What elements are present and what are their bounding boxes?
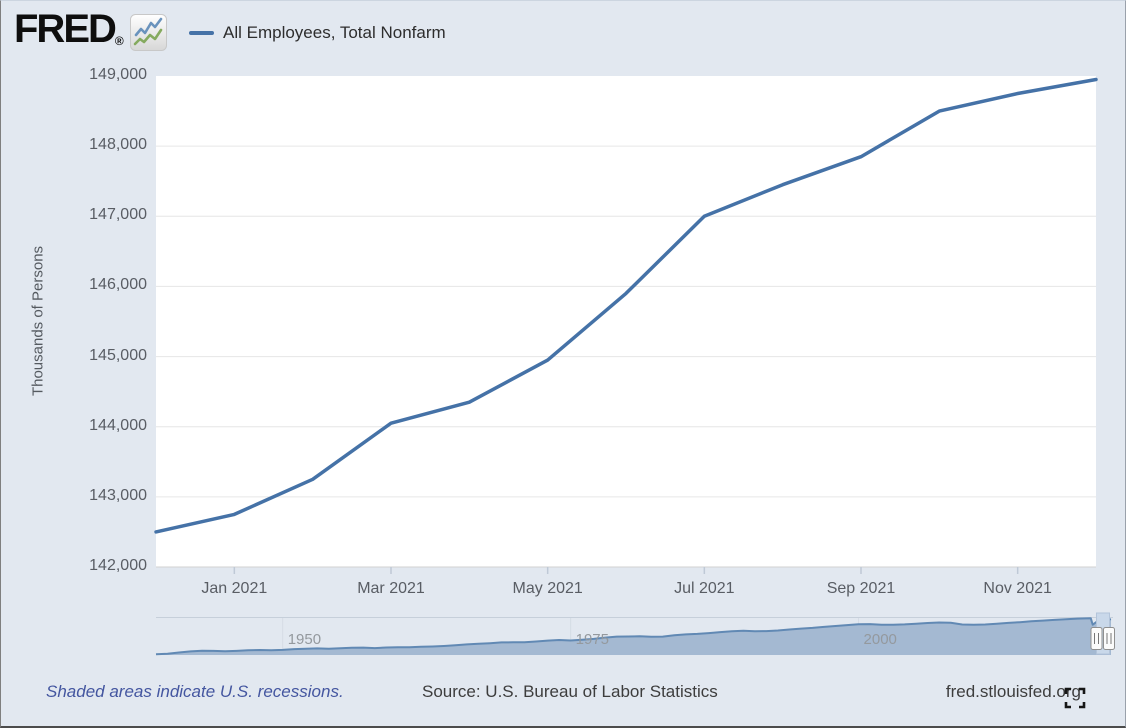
y-axis-title: Thousands of Persons (29, 245, 47, 397)
x-axis-ticks (233, 567, 1019, 574)
series-legend-label: All Employees, Total Nonfarm (223, 23, 446, 42)
navigator-handle-right[interactable] (1103, 627, 1115, 650)
navigator-handle-left[interactable] (1090, 627, 1103, 650)
source-attribution: Source: U.S. Bureau of Labor Statistics (422, 682, 718, 701)
recessions-note-link[interactable]: Shaded areas indicate U.S. recessions. (46, 682, 344, 701)
navigator-area-outline (155, 617, 1112, 656)
registered-mark: ® (114, 34, 124, 48)
fred-logo[interactable]: FRED® (14, 9, 124, 58)
horizontal-gridlines (156, 145, 1096, 498)
fred-sparkline-icon (130, 14, 167, 51)
plot-area[interactable] (156, 76, 1096, 567)
fullscreen-expand-icon[interactable] (1064, 687, 1086, 709)
series-color-dash-icon (189, 31, 214, 35)
series-legend[interactable]: All Employees, Total Nonfarm (189, 23, 446, 43)
fred-logo-text: FRED (14, 7, 117, 51)
data-series-line[interactable] (154, 77, 1098, 534)
fred-site-link[interactable]: fred.stlouisfed.org (945, 682, 1081, 701)
